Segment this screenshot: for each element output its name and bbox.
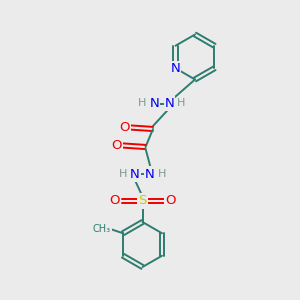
Text: O: O	[110, 194, 120, 208]
Text: N: N	[171, 62, 180, 75]
Text: O: O	[119, 121, 130, 134]
Text: O: O	[112, 139, 122, 152]
Text: N: N	[130, 167, 140, 181]
Text: O: O	[165, 194, 175, 208]
Text: CH₃: CH₃	[93, 224, 111, 234]
Text: N: N	[150, 97, 159, 110]
Text: N: N	[145, 167, 155, 181]
Text: H: H	[177, 98, 186, 109]
Text: H: H	[138, 98, 147, 109]
Text: S: S	[138, 194, 147, 208]
Text: N: N	[165, 97, 174, 110]
Text: H: H	[158, 169, 166, 179]
Text: H: H	[119, 169, 127, 179]
